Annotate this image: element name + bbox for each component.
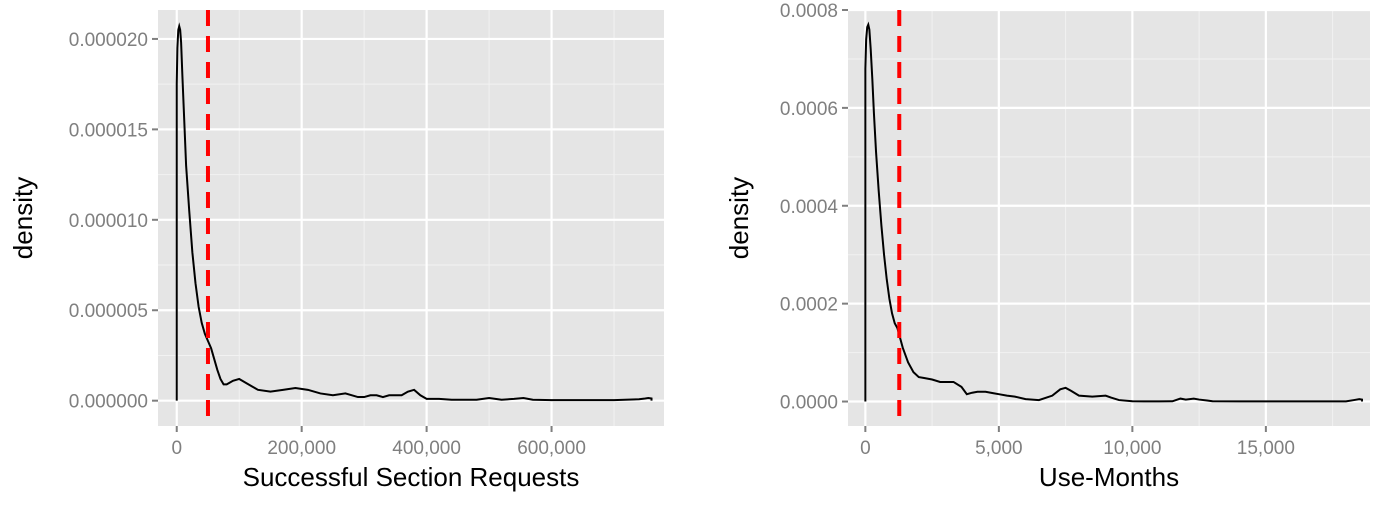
- x-tick-label: 400,000: [392, 438, 461, 459]
- y-tick-label: 0.0006: [780, 99, 838, 120]
- x-tick-label: 600,000: [517, 438, 586, 459]
- x-tick-label: 5,000: [975, 438, 1023, 459]
- y-tick-label: 0.0008: [780, 1, 838, 22]
- density-curve: [175, 22, 653, 402]
- panel-background: [158, 10, 664, 426]
- y-tick-label: 0.000010: [69, 211, 148, 232]
- x-axis-title: Use-Months: [1039, 462, 1179, 492]
- x-tick-label: 15,000: [1237, 438, 1295, 459]
- y-axis-title: density: [8, 177, 38, 259]
- y-tick-label: 0.0000: [780, 393, 838, 414]
- x-tick-label: 0: [171, 438, 182, 459]
- y-tick-label: 0.000000: [69, 392, 148, 413]
- y-tick-label: 0.0004: [780, 197, 839, 218]
- y-tick-label: 0.000015: [69, 120, 148, 141]
- chart-successful-section-requests: 0 200,000 400,000 600,000 0.000000 0.000005 0.…: [8, 10, 664, 492]
- x-tick-label: 10,000: [1103, 438, 1161, 459]
- x-tick-label: 0: [860, 438, 871, 459]
- chart-use-months: 0 5,000 10,000 15,000 0.0000 0.0002 0.0004 0.00…: [724, 1, 1370, 492]
- x-tick-label: 200,000: [267, 438, 336, 459]
- y-tick-label: 0.0002: [780, 295, 838, 316]
- panel-background: [848, 10, 1370, 426]
- y-tick-label: 0.000005: [69, 301, 148, 322]
- density-curve: [864, 21, 1363, 403]
- y-tick-label: 0.000020: [69, 30, 148, 51]
- y-axis-title: density: [724, 177, 754, 259]
- x-axis-title: Successful Section Requests: [243, 462, 580, 492]
